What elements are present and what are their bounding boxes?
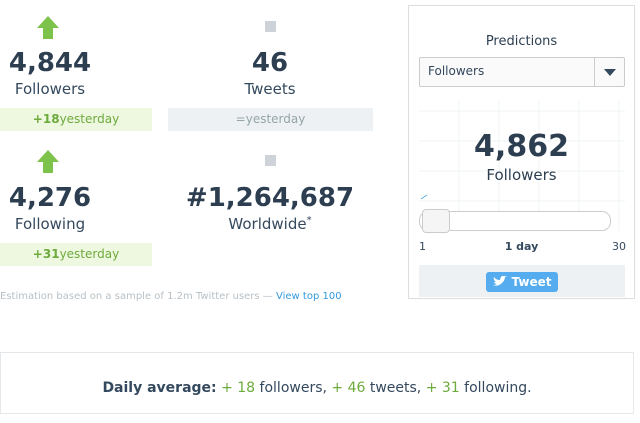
button-area: Tweet [419, 265, 625, 297]
icons [37, 16, 276, 173]
change-label: yesterday [59, 112, 120, 126]
stat-label-text: Worldwide [228, 215, 307, 233]
neutral-square [265, 21, 276, 32]
slider-max: 30 [612, 240, 626, 253]
grid [419, 101, 625, 231]
trend [420, 194, 428, 200]
link[interactable]: View top 100 [276, 291, 342, 302]
following-avg: + 31 [425, 380, 460, 396]
select-value: Followers [428, 64, 485, 78]
daily-average: Daily average: + 18 followers, + 46 twee… [0, 352, 634, 414]
following-label: following. [464, 380, 532, 396]
page: 4,844 Followers +18yesterday 46 Tweets =… [0, 5, 635, 414]
predictions-panel: Predictions Followers 4,862 Followers 1 … [408, 5, 635, 299]
stat-label: Tweets [244, 80, 296, 98]
stat-label: Following [14, 215, 86, 233]
change-bar: =yesterday [168, 108, 373, 131]
stat-value: 46 [251, 48, 289, 78]
change: = [235, 112, 246, 126]
stat-value: 4,844 [8, 48, 92, 78]
select-toggle[interactable] [594, 58, 625, 86]
prediction-label: Followers [486, 166, 557, 184]
change-bar: +18yesterday [0, 108, 152, 131]
tweet-button[interactable]: Tweet [486, 272, 558, 292]
daily-label: Daily average: [102, 380, 217, 396]
slider-value: 1 day [504, 240, 539, 253]
tweet-label: Tweet [511, 275, 552, 289]
select[interactable]: Followers [419, 57, 625, 87]
change-bar: +31yesterday [0, 243, 152, 266]
prediction-value: 4,862 [474, 129, 569, 164]
footnote: Estimation based on a sample of 1.2m Twi… [0, 291, 342, 302]
change-label: yesterday [245, 112, 306, 126]
followers-label: followers, [259, 380, 327, 396]
up-arrow [37, 16, 59, 39]
change: +31 [32, 247, 60, 261]
stat-label: Followers [14, 80, 86, 98]
slider[interactable] [419, 209, 611, 233]
footnote-text: Estimation based on a sample of 1.2m Twi… [0, 291, 276, 302]
tweets-avg: + 46 [331, 380, 366, 396]
note: * [306, 215, 312, 226]
neutral-square [265, 155, 276, 166]
stat-value: 4,276 [8, 183, 92, 213]
change: +18 [32, 112, 60, 126]
caret [604, 69, 616, 76]
slider-min: 1 [419, 240, 426, 253]
change-label: yesterday [59, 247, 120, 261]
panel-title: Predictions [485, 34, 558, 49]
tweets-label: tweets, [369, 380, 422, 396]
up-arrow [37, 150, 59, 173]
followers-avg: + 18 [221, 380, 256, 396]
bird-icon [492, 275, 507, 286]
stat-value: #1,264,687 [185, 183, 355, 213]
stat-label: Worldwide* [170, 215, 370, 233]
slider-handle[interactable] [422, 209, 450, 233]
